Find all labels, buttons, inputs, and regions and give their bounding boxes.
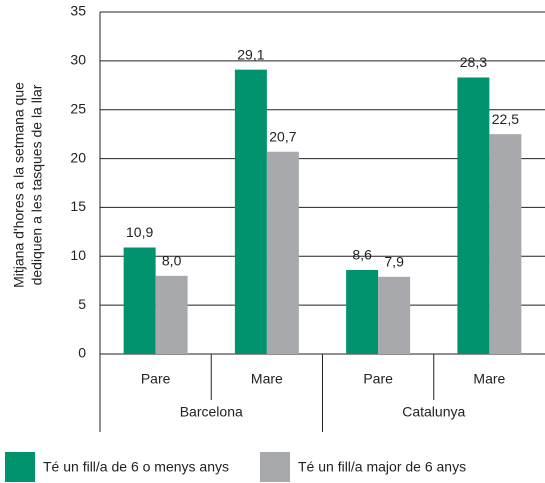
y-tick-label: 10 (70, 247, 86, 263)
bar (457, 77, 490, 355)
group-label: Barcelona (180, 404, 243, 420)
y-label-line: Mitjana d'hores a la setmana que (11, 82, 27, 288)
bar (378, 276, 411, 354)
data-label: 8,0 (162, 253, 182, 269)
data-label: 22,5 (492, 111, 519, 127)
data-label: 10,9 (126, 224, 153, 240)
bar (234, 69, 267, 354)
data-label: 8,6 (352, 247, 372, 263)
y-label-line: dediquen a les tasques de la llar (29, 84, 45, 285)
legend-swatch (5, 452, 35, 482)
y-tick-label: 20 (70, 149, 86, 165)
y-tick-label: 25 (70, 100, 86, 116)
y-axis-label: Mitjana d'hores a la setmana que dedique… (11, 82, 45, 288)
group-label: Catalunya (402, 404, 465, 420)
x-tick-label: Mare (473, 371, 505, 387)
x-tick-label: Mare (251, 371, 283, 387)
x-tick-label: Pare (363, 371, 393, 387)
data-label: 29,1 (237, 46, 264, 62)
y-tick-label: 35 (70, 3, 86, 19)
data-label: 28,3 (460, 54, 487, 70)
bar (346, 269, 379, 354)
bar (155, 275, 188, 354)
data-label: 20,7 (269, 128, 296, 144)
y-tick-label: 15 (70, 198, 86, 214)
legend-label: Té un fill/a major de 6 anys (298, 459, 466, 475)
y-tick-label: 5 (78, 296, 86, 312)
bar (266, 151, 299, 354)
y-tick-label: 0 (78, 345, 86, 361)
legend-swatch (260, 452, 290, 482)
bar (489, 134, 522, 354)
y-tick-label: 30 (70, 52, 86, 68)
data-label: 7,9 (384, 254, 404, 270)
bar (123, 247, 156, 354)
legend-label: Té un fill/a de 6 o menys anys (43, 459, 229, 475)
x-tick-label: Pare (141, 371, 171, 387)
